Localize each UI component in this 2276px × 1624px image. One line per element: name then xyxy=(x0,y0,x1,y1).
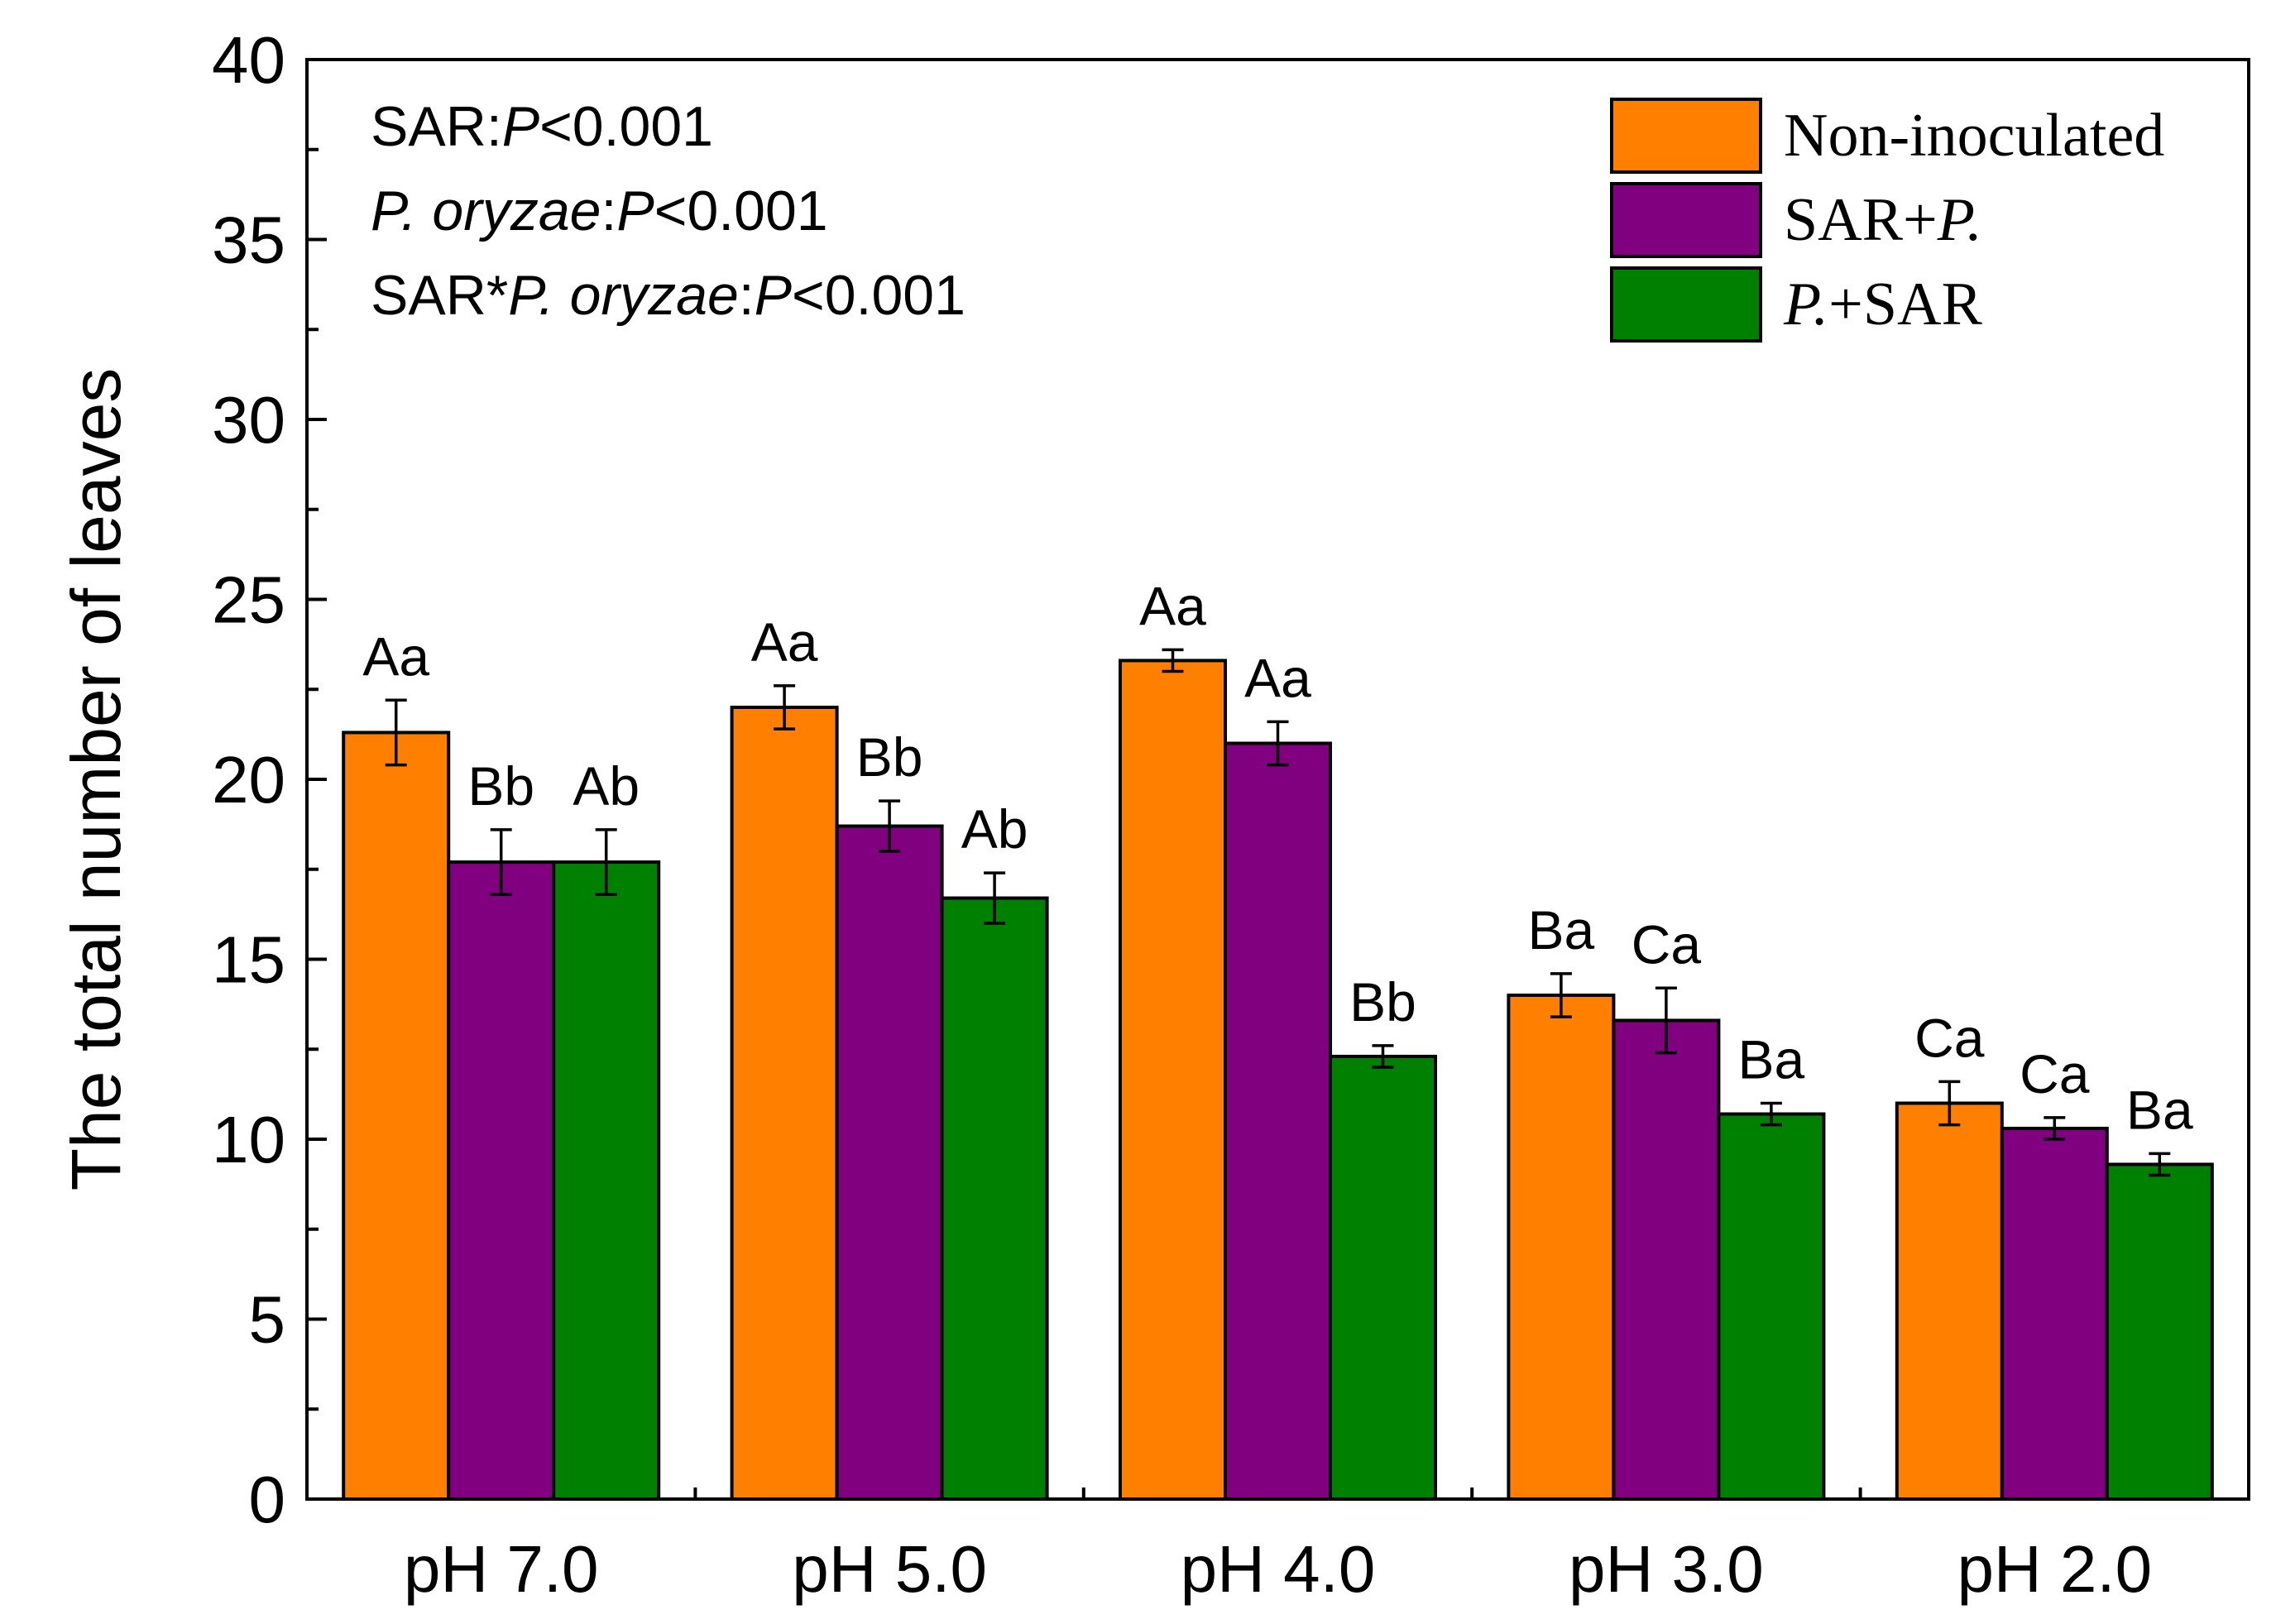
text-run: SAR: xyxy=(371,95,502,158)
bar xyxy=(1329,1054,1437,1501)
y-tick-label: 0 xyxy=(249,1463,286,1536)
y-axis-label: The total number of leaves xyxy=(57,368,135,1191)
data-label: Bb xyxy=(467,755,534,817)
data-label: Ba xyxy=(1738,1029,1805,1090)
data-label: Ba xyxy=(2126,1079,2193,1140)
y-tick-label: 25 xyxy=(212,563,285,637)
bar xyxy=(2105,1162,2214,1501)
data-labels: Aa Bb Ab Aa Bb Ab Aa Aa Bb Ba Ca Ba Ca Ca Ba xyxy=(362,575,2193,1140)
text-run: P. oryzae xyxy=(371,180,601,242)
bar xyxy=(1119,659,1227,1501)
legend-label: P.+SAR xyxy=(1783,271,1983,338)
data-label: Aa xyxy=(1244,647,1311,708)
plot-frame xyxy=(305,58,2250,1501)
text-run: P xyxy=(616,180,654,242)
bar xyxy=(730,706,839,1501)
bar xyxy=(342,731,451,1501)
data-label: Ab xyxy=(573,755,640,817)
bar xyxy=(1612,1018,1721,1501)
y-tick-label: 20 xyxy=(212,743,285,817)
bar xyxy=(940,896,1049,1502)
y-tick-label: 40 xyxy=(212,23,285,97)
x-tick-label: pH 7.0 xyxy=(404,1532,599,1606)
bar xyxy=(1895,1101,2004,1501)
x-tick-labels: pH 7.0 pH 5.0 pH 4.0 pH 3.0 pH 2.0 xyxy=(404,1532,2152,1606)
legend-label: SAR+P. xyxy=(1784,186,1982,254)
y-tick-label: 10 xyxy=(212,1103,285,1176)
text-run: : xyxy=(601,180,616,242)
x-tick-label: pH 2.0 xyxy=(1957,1532,2152,1606)
bars xyxy=(342,659,2214,1502)
text-run: SAR+ xyxy=(1784,186,1938,254)
data-label: Aa xyxy=(751,611,818,673)
text-run: <0.001 xyxy=(792,264,966,327)
bar xyxy=(1224,741,1332,1501)
data-label: Ca xyxy=(1914,1007,1985,1068)
text-run: : xyxy=(739,264,755,327)
x-tick-label: pH 4.0 xyxy=(1181,1532,1376,1606)
text-run: +SAR xyxy=(1828,271,1982,338)
text-run: <0.001 xyxy=(539,95,713,158)
data-label: Ab xyxy=(961,798,1028,860)
data-label: Aa xyxy=(362,625,429,687)
x-tick-label: pH 3.0 xyxy=(1569,1532,1764,1606)
text-run: SAR* xyxy=(371,264,508,327)
data-label: Ba xyxy=(1528,899,1595,961)
text-run: <0.001 xyxy=(654,180,828,242)
y-tick-label: 35 xyxy=(212,204,285,277)
bar xyxy=(1717,1112,1826,1502)
error-bars xyxy=(385,648,2171,1177)
stats-line: P. oryzae:P<0.001 xyxy=(371,180,828,242)
text-run: P. xyxy=(1783,271,1828,338)
y-tick-label: 15 xyxy=(212,923,285,997)
y-tick-labels: 0 5 10 15 20 25 30 35 40 xyxy=(212,23,285,1536)
legend-swatch xyxy=(1610,266,1762,343)
stats-line: SAR:P<0.001 xyxy=(371,95,713,158)
legend-swatch xyxy=(1610,98,1762,174)
data-label: Bb xyxy=(856,726,923,788)
bar xyxy=(835,824,944,1501)
x-tick-label: pH 5.0 xyxy=(792,1532,987,1606)
stats-line: SAR*P. oryzae:P<0.001 xyxy=(371,264,966,327)
bar xyxy=(1507,994,1616,1501)
text-run: P xyxy=(502,95,539,158)
data-label: Ca xyxy=(2020,1043,2090,1104)
y-tick-label: 5 xyxy=(249,1283,286,1357)
text-run: Non-inoculated xyxy=(1784,102,2164,170)
legend-swatch xyxy=(1610,182,1762,258)
data-label: Aa xyxy=(1139,575,1206,636)
text-run: P. xyxy=(1937,186,1982,254)
text-run: P xyxy=(755,264,792,327)
data-label: Bb xyxy=(1349,971,1416,1032)
bar xyxy=(447,860,556,1502)
bar xyxy=(552,860,661,1502)
y-tick-label: 30 xyxy=(212,383,285,457)
legend-label: Non-inoculated xyxy=(1784,102,2164,170)
data-label: Ca xyxy=(1632,913,1702,975)
bar xyxy=(2000,1126,2109,1501)
text-run: P. oryzae xyxy=(508,264,738,327)
